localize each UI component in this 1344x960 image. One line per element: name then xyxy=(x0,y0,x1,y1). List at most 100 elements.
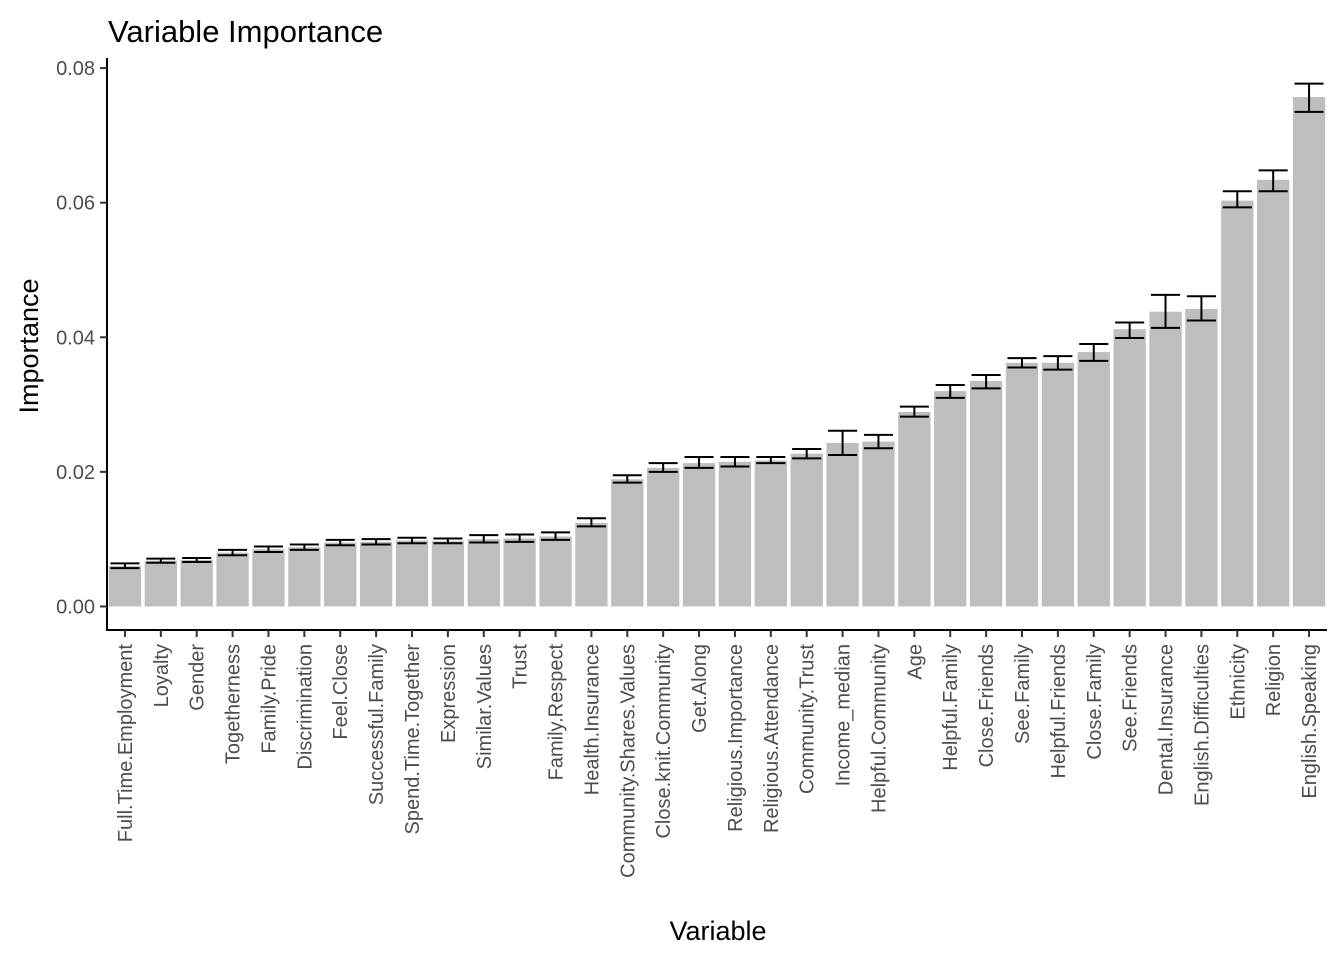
x-tick-label: Community.Trust xyxy=(797,644,819,794)
x-tick-label: Family.Pride xyxy=(258,644,280,754)
errorbar-gender xyxy=(182,556,212,564)
y-tick-label: 0.02 xyxy=(56,462,95,484)
x-tick-label: See.Family xyxy=(1012,644,1034,744)
errorbar-see-family xyxy=(1007,357,1037,369)
x-axis: Full.Time.Employment Loyalty Gender Togethe… xyxy=(106,629,1327,878)
y-axis-title: Importance xyxy=(14,278,44,413)
y-tick-label: 0.04 xyxy=(56,327,95,349)
errorbar-close-knit-community xyxy=(648,462,678,473)
x-tick-label: Successful.Family xyxy=(366,644,388,805)
bar-income-median xyxy=(826,442,859,607)
x-tick-label: Expression xyxy=(438,644,460,743)
bar-religious-attendance xyxy=(754,460,787,607)
errorbar-trust xyxy=(505,533,535,543)
errorbar-helpful-community xyxy=(863,433,894,450)
errorbar-community-trust xyxy=(792,447,822,460)
x-tick-label: Full.Time.Employment xyxy=(115,644,137,843)
bar-dental-insurance xyxy=(1149,311,1182,607)
bar-loyalty xyxy=(144,560,177,607)
x-tick-label: English.Speaking xyxy=(1299,644,1321,799)
bar-english-speaking xyxy=(1292,97,1326,607)
x-tick-label: See.Friends xyxy=(1120,644,1142,752)
errorbar-community-shares-values xyxy=(612,474,642,484)
x-tick-label: Community.Shares.Values xyxy=(617,644,639,878)
bar-health-insurance xyxy=(575,523,608,607)
errorbar-family-pride xyxy=(253,545,284,553)
y-axis: 0.00 0.02 0.04 0.06 0.08 xyxy=(56,58,108,631)
errorbar-full-time-employment xyxy=(110,562,140,570)
bar-expression xyxy=(431,541,465,607)
x-tick-label: Religious.Attendance xyxy=(761,644,783,833)
bar-discrimination xyxy=(288,547,321,607)
x-tick-label: Religion xyxy=(1263,644,1285,716)
errorbar-similar-values xyxy=(469,534,499,544)
errorbar-dental-insurance xyxy=(1150,293,1181,329)
errorbar-close-family xyxy=(1079,343,1109,362)
x-tick-label: Similar.Values xyxy=(474,644,496,769)
x-tick-label: Religious.Importance xyxy=(725,644,747,832)
errorbar-discrimination xyxy=(289,543,319,551)
y-tick-label: 0.06 xyxy=(56,193,95,215)
x-tick-label: Loyalty xyxy=(151,644,173,707)
x-tick-label: Ethnicity xyxy=(1227,644,1249,720)
x-tick-label: Togetherness xyxy=(223,644,245,764)
bar-religion xyxy=(1257,179,1290,607)
x-tick-label: Income_median xyxy=(833,644,855,786)
errorbar-close-friends xyxy=(971,373,1001,390)
errorbar-expression xyxy=(433,537,463,545)
bar-gender xyxy=(180,560,213,607)
x-tick-label: Spend.Time.Together xyxy=(402,644,424,835)
x-tick-label: Helpful.Friends xyxy=(1048,644,1070,779)
bar-ethnicity xyxy=(1221,200,1254,607)
errorbar-religious-importance xyxy=(720,456,750,468)
errorbar-togetherness xyxy=(218,548,248,557)
errorbars-layer xyxy=(110,82,1324,570)
errorbar-english-speaking xyxy=(1294,82,1324,113)
errorbar-family-respect xyxy=(540,531,571,541)
errorbar-religious-attendance xyxy=(756,456,786,465)
x-tick-label: Dental.Insurance xyxy=(1156,644,1178,795)
errorbar-age xyxy=(899,405,929,418)
bar-togetherness xyxy=(216,552,249,607)
bar-feel-close xyxy=(324,542,357,607)
x-tick-label: Feel.Close xyxy=(330,644,352,740)
errorbar-get-along xyxy=(684,456,714,469)
x-axis-title: Variable xyxy=(669,916,766,946)
bar-similar-values xyxy=(467,539,500,607)
bar-close-family xyxy=(1077,352,1110,607)
bar-age xyxy=(898,411,931,607)
bar-spend-time-together xyxy=(395,540,429,607)
y-tick-label: 0.08 xyxy=(56,58,95,80)
bar-english-difficulties xyxy=(1185,309,1218,607)
errorbar-health-insurance xyxy=(576,517,606,528)
bar-helpful-friends xyxy=(1041,362,1075,607)
x-tick-label: Helpful.Family xyxy=(940,644,962,771)
errorbar-feel-close xyxy=(325,538,355,547)
y-tick-label: 0.00 xyxy=(56,596,95,618)
chart-title: Variable Importance xyxy=(108,14,383,49)
x-tick-label: Close.Family xyxy=(1084,644,1106,760)
x-tick-label: Age xyxy=(904,644,926,680)
x-tick-label: Health.Insurance xyxy=(581,644,603,795)
errorbar-helpful-friends xyxy=(1043,355,1073,371)
errorbar-ethnicity xyxy=(1222,190,1252,209)
x-tick-label: Discrimination xyxy=(294,644,316,770)
errorbar-spend-time-together xyxy=(397,536,427,545)
bar-family-respect xyxy=(539,536,572,607)
bar-close-friends xyxy=(969,381,1003,607)
x-tick-label: Gender xyxy=(187,644,209,711)
x-tick-label: Family.Respect xyxy=(546,644,568,781)
errorbar-loyalty xyxy=(146,557,176,564)
bar-close-knit-community xyxy=(647,467,680,607)
errorbar-see-friends xyxy=(1115,321,1145,339)
bar-see-friends xyxy=(1113,329,1146,607)
x-tick-label: Close.knit.Community xyxy=(653,644,675,839)
errorbar-religion xyxy=(1258,169,1288,193)
errorbar-helpful-family xyxy=(935,384,965,399)
bar-successful-family xyxy=(359,541,393,607)
errorbar-english-difficulties xyxy=(1186,295,1216,322)
bar-family-pride xyxy=(252,549,285,607)
bar-religious-importance xyxy=(718,461,752,607)
